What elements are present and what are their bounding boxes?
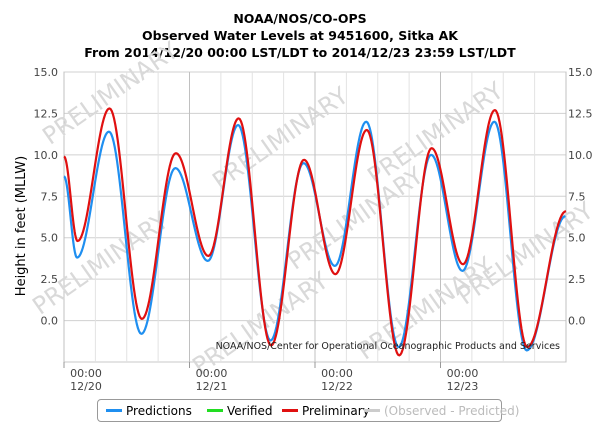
x-tick-time: 00:00 bbox=[447, 367, 479, 380]
legend-item-observed-minus-predicted[interactable]: (Observed - Predicted) bbox=[364, 400, 519, 421]
x-tick-time: 00:00 bbox=[321, 367, 353, 380]
legend-item-preliminary[interactable]: Preliminary bbox=[282, 400, 370, 421]
y-tick-label-right: 0.0 bbox=[568, 315, 586, 328]
y-tick-label-left: 0.0 bbox=[41, 315, 59, 328]
watermark-text: PRELIMINARY bbox=[282, 161, 428, 275]
legend-label-verified: Verified bbox=[227, 403, 273, 418]
chart-title-line-3: From 2014/12/20 00:00 LST/LDT to 2014/12… bbox=[84, 45, 516, 60]
preliminary-swatch-icon bbox=[282, 409, 298, 412]
y-tick-label-right: 7.5 bbox=[568, 190, 586, 203]
y-tick-label-left: 12.5 bbox=[34, 107, 59, 120]
x-tick-time: 00:00 bbox=[196, 367, 228, 380]
predictions-swatch-icon bbox=[106, 409, 122, 412]
y-tick-label-left: 7.5 bbox=[41, 190, 59, 203]
credit-text: NOAA/NOS/Center for Operational Oceanogr… bbox=[216, 341, 560, 352]
y-tick-label-left: 10.0 bbox=[34, 149, 59, 162]
series-line-preliminary bbox=[63, 107, 567, 357]
x-tick-date: 12/20 bbox=[70, 380, 102, 393]
watermark-text: PRELIMINARY bbox=[207, 81, 353, 195]
legend-item-verified[interactable]: Verified bbox=[207, 400, 273, 421]
legend-label-residual: (Observed - Predicted) bbox=[384, 403, 520, 418]
chart-title-line-2: Observed Water Levels at 9451600, Sitka … bbox=[142, 28, 458, 43]
y-tick-label-left: 2.5 bbox=[41, 273, 59, 286]
y-tick-label-right: 15.0 bbox=[568, 66, 593, 79]
preliminary-watermark: PRELIMINARYPRELIMINARYPRELIMINARYPRELIMI… bbox=[27, 36, 598, 380]
axes: 0.0 0.0 2.5 2.5 5.0 5.0 7.5 7.5 10.0 10.0 12.5 12.5… bbox=[34, 66, 593, 393]
y-tick-label-left: 15.0 bbox=[34, 66, 59, 79]
chart-title-line-1: NOAA/NOS/CO-OPS bbox=[233, 11, 367, 26]
residual-swatch-icon bbox=[364, 409, 380, 412]
x-tick-date: 12/21 bbox=[196, 380, 228, 393]
y-tick-label-left: 5.0 bbox=[41, 232, 59, 245]
x-tick-date: 12/23 bbox=[447, 380, 479, 393]
y-tick-label-right: 2.5 bbox=[568, 273, 586, 286]
y-tick-label-right: 5.0 bbox=[568, 232, 586, 245]
legend-label-preliminary: Preliminary bbox=[302, 403, 370, 418]
x-tick-time: 00:00 bbox=[70, 367, 102, 380]
legend-label-predictions: Predictions bbox=[126, 403, 192, 418]
x-tick-date: 12/22 bbox=[321, 380, 353, 393]
verified-swatch-icon bbox=[207, 409, 223, 412]
y-axis-label: Height in feet (MLLW) bbox=[14, 156, 29, 296]
series-lines bbox=[63, 107, 567, 357]
legend-item-predictions[interactable]: Predictions bbox=[106, 400, 192, 421]
legend: Predictions Verified Preliminary (Observ… bbox=[97, 399, 519, 422]
y-tick-label-right: 10.0 bbox=[568, 149, 593, 162]
y-tick-label-right: 12.5 bbox=[568, 107, 593, 120]
